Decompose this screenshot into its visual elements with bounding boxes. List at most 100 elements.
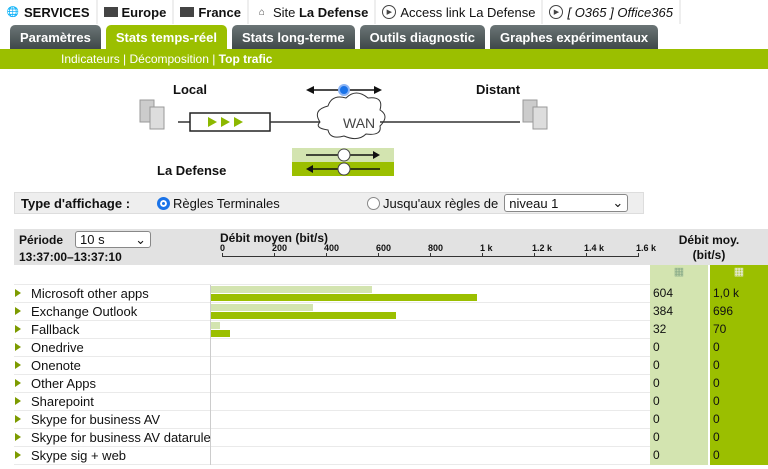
play-circle-icon: ▶	[549, 5, 564, 19]
download-chart-icon[interactable]: ▦	[708, 265, 768, 285]
bar-cell	[210, 339, 650, 357]
radio-up-to-rules[interactable]: Jusqu'aux règles de	[367, 196, 498, 211]
remote-server-icon	[522, 99, 548, 130]
bar-cell	[210, 429, 650, 447]
upload-chart-icon[interactable]: ▦	[650, 265, 708, 285]
table-row[interactable]: Microsoft other apps 604 1,0 k	[14, 285, 768, 303]
expand-triangle-icon[interactable]	[15, 307, 21, 315]
axis-tick	[274, 253, 275, 257]
axis-tick	[430, 253, 431, 257]
row-name: Other Apps	[31, 376, 97, 391]
table-row[interactable]: Skype for business AV 0 0	[14, 411, 768, 429]
breadcrumb-label: Access link La Defense	[400, 4, 536, 20]
table-row[interactable]: Sharepoint 0 0	[14, 393, 768, 411]
expand-triangle-icon[interactable]	[15, 361, 21, 369]
level-select[interactable]: niveau 1 ⌄	[504, 194, 629, 212]
tab-graphes-exp-rimentaux[interactable]: Graphes expérimentaux	[490, 25, 659, 49]
bar-upload	[211, 322, 220, 329]
upload-value: 0	[650, 393, 708, 411]
axis-tick-label: 1.6 k	[636, 243, 657, 253]
breadcrumb: 🌐 SERVICES Europe France ⌂ Site La Defense ▶ Ac…	[0, 0, 768, 24]
table-row[interactable]: Exchange Outlook 384 696	[14, 303, 768, 321]
breadcrumb-item[interactable]: 🌐 SERVICES	[0, 0, 98, 24]
breadcrumb-item[interactable]: ▶ Access link La Defense	[376, 0, 544, 24]
row-name: Microsoft other apps	[31, 286, 149, 301]
bar-upload	[211, 304, 314, 311]
row-name: Fallback	[31, 322, 80, 337]
download-value: 0	[708, 447, 768, 465]
download-slider[interactable]	[306, 162, 380, 176]
axis-tick	[638, 253, 639, 257]
upload-value: 0	[650, 339, 708, 357]
bar-cell	[210, 321, 650, 339]
axis-tick-label: 200	[272, 243, 288, 253]
bar-upload	[211, 286, 372, 293]
tab-outils-diagnostic[interactable]: Outils diagnostic	[359, 25, 486, 49]
tab-stats-long-terme[interactable]: Stats long-terme	[231, 25, 355, 49]
tab-param-tres[interactable]: Paramètres	[10, 25, 101, 49]
breadcrumb-item[interactable]: ⌂ Site La Defense	[249, 0, 377, 24]
breadcrumb-item[interactable]: ▶[ O365 ] Office365	[543, 0, 681, 24]
expand-triangle-icon[interactable]	[15, 325, 21, 333]
network-diagram: WAN	[139, 84, 548, 176]
icon-row: ▦ ▦	[14, 265, 768, 285]
table-row[interactable]: Onedrive 0 0	[14, 339, 768, 357]
download-value: 0	[708, 357, 768, 375]
radio-up-to-label: Jusqu'aux règles de	[383, 195, 499, 211]
table-header: Période 10 s ⌄ 13:37:00–13:37:10 Débit mo…	[14, 229, 768, 265]
expand-triangle-icon[interactable]	[15, 289, 21, 297]
download-value: 0	[708, 429, 768, 447]
breadcrumb-item[interactable]: Europe	[98, 0, 175, 24]
chevron-down-icon: ⌄	[135, 231, 146, 247]
axis-tick	[534, 253, 535, 257]
bar-download	[211, 294, 477, 301]
breadcrumb-item[interactable]: France	[174, 0, 249, 24]
period-select[interactable]: 10 s ⌄	[75, 231, 151, 248]
axis-tick	[586, 253, 587, 257]
upload-value: 0	[650, 447, 708, 465]
table-row[interactable]: Skype sig + web 0 0	[14, 447, 768, 465]
bar-cell	[210, 303, 650, 321]
bar-cell	[210, 285, 650, 303]
bar-cell	[210, 447, 650, 465]
local-server-icon	[139, 99, 165, 130]
row-name: Exchange Outlook	[31, 304, 138, 319]
expand-triangle-icon[interactable]	[15, 397, 21, 405]
download-value: 0	[708, 375, 768, 393]
expand-triangle-icon[interactable]	[15, 379, 21, 387]
breadcrumb-label: Site La Defense	[272, 4, 369, 20]
axis-tick	[326, 253, 327, 257]
bar-download	[211, 330, 230, 337]
play-circle-icon: ▶	[382, 5, 397, 19]
chart-title: Débit moyen (bit/s)	[220, 231, 329, 245]
axis-tick	[222, 253, 223, 257]
download-value: 696	[708, 303, 768, 321]
subnav-top-trafic[interactable]: Top trafic	[218, 52, 273, 66]
subnav-decomposition[interactable]: Décomposition	[129, 52, 209, 66]
direction-slider[interactable]	[306, 84, 382, 96]
expand-triangle-icon[interactable]	[15, 451, 21, 459]
tab-stats-temps-r-el[interactable]: Stats temps-réel	[105, 25, 227, 50]
subnav-indicateurs[interactable]: Indicateurs	[61, 52, 120, 66]
bar-download	[211, 312, 397, 319]
table-row[interactable]: Onenote 0 0	[14, 357, 768, 375]
folder-icon	[180, 7, 195, 17]
axis-tick-label: 400	[324, 243, 340, 253]
table-row[interactable]: Fallback 32 70	[14, 321, 768, 339]
upload-value: 384	[650, 303, 708, 321]
expand-triangle-icon[interactable]	[15, 343, 21, 351]
table-row[interactable]: Skype for business AV datarule 0 0	[14, 429, 768, 447]
local-label: Local	[173, 82, 207, 97]
display-type-bar: Type d'affichage : Règles Terminales Jus…	[14, 192, 644, 214]
expand-triangle-icon[interactable]	[15, 415, 21, 423]
table-row[interactable]: Other Apps 0 0	[14, 375, 768, 393]
upload-slider[interactable]	[306, 148, 380, 162]
row-name: Onedrive	[31, 340, 84, 355]
period-label: Période	[19, 233, 64, 247]
time-range: 13:37:00–13:37:10	[19, 250, 122, 264]
axis-tick-label: 1 k	[480, 243, 493, 253]
period-value: 10 s	[80, 232, 105, 247]
axis-tick-label: 1.2 k	[532, 243, 553, 253]
radio-terminal-rules[interactable]: Règles Terminales	[157, 196, 367, 211]
expand-triangle-icon[interactable]	[15, 433, 21, 441]
